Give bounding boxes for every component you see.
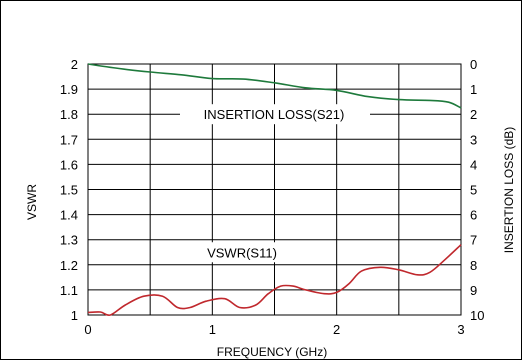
- plot-area: [87, 63, 462, 316]
- grid: [88, 63, 461, 316]
- x-axis: 0 1 2 3: [84, 322, 464, 337]
- y-right-tick-label: 1: [470, 82, 477, 97]
- y-left-tick-label: 1.9: [60, 82, 78, 97]
- y-right-tick-label: 7: [470, 233, 477, 248]
- annotation-bg: [180, 104, 370, 125]
- annotation-bg: [196, 242, 286, 263]
- y-right-tick-label: 0: [470, 57, 477, 72]
- y-right-tick-label: 10: [470, 308, 484, 323]
- y-right-tick-label: 2: [470, 107, 477, 122]
- x-tick-label: 3: [457, 322, 464, 337]
- y-left-tick-label: 1.5: [60, 183, 78, 198]
- y-right-tick-label: 6: [470, 208, 477, 223]
- vswr-line: [87, 244, 462, 317]
- annotations: INSERTION LOSS(S21) VSWR(S11): [180, 104, 370, 263]
- y-right-tick-label: 5: [470, 183, 477, 198]
- series-lines: [87, 63, 462, 317]
- x-axis-title: FREQUENCY (GHz): [217, 345, 327, 359]
- x-tick-label: 0: [84, 322, 91, 337]
- x-tick-label: 2: [333, 322, 340, 337]
- y-axis-left: 1 1.1 1.2 1.3 1.4 1.5 1.6 1.7 1.8 1.9 2: [60, 57, 78, 323]
- y-right-axis-title: INSERTION LOSS (dB): [502, 127, 516, 253]
- y-left-tick-label: 1.3: [60, 233, 78, 248]
- y-left-tick-label: 1.4: [60, 208, 78, 223]
- y-left-tick-label: 2: [71, 57, 78, 72]
- y-left-tick-label: 1.7: [60, 132, 78, 147]
- vswr-annotation: VSWR(S11): [207, 245, 277, 260]
- x-tick-label: 1: [209, 322, 216, 337]
- y-left-tick-label: 1: [71, 308, 78, 323]
- y-right-tick-label: 3: [470, 132, 477, 147]
- insertion-loss-annotation: INSERTION LOSS(S21): [204, 107, 345, 122]
- y-left-tick-label: 1.2: [60, 258, 78, 273]
- y-left-tick-label: 1.1: [60, 283, 78, 298]
- y-right-tick-label: 8: [470, 258, 477, 273]
- y-right-tick-label: 9: [470, 283, 477, 298]
- insertion-loss-line: [87, 63, 462, 109]
- y-left-tick-label: 1.8: [60, 107, 78, 122]
- y-left-tick-label: 1.6: [60, 157, 78, 172]
- y-left-axis-title: VSWR: [25, 184, 39, 220]
- y-right-tick-label: 4: [470, 157, 477, 172]
